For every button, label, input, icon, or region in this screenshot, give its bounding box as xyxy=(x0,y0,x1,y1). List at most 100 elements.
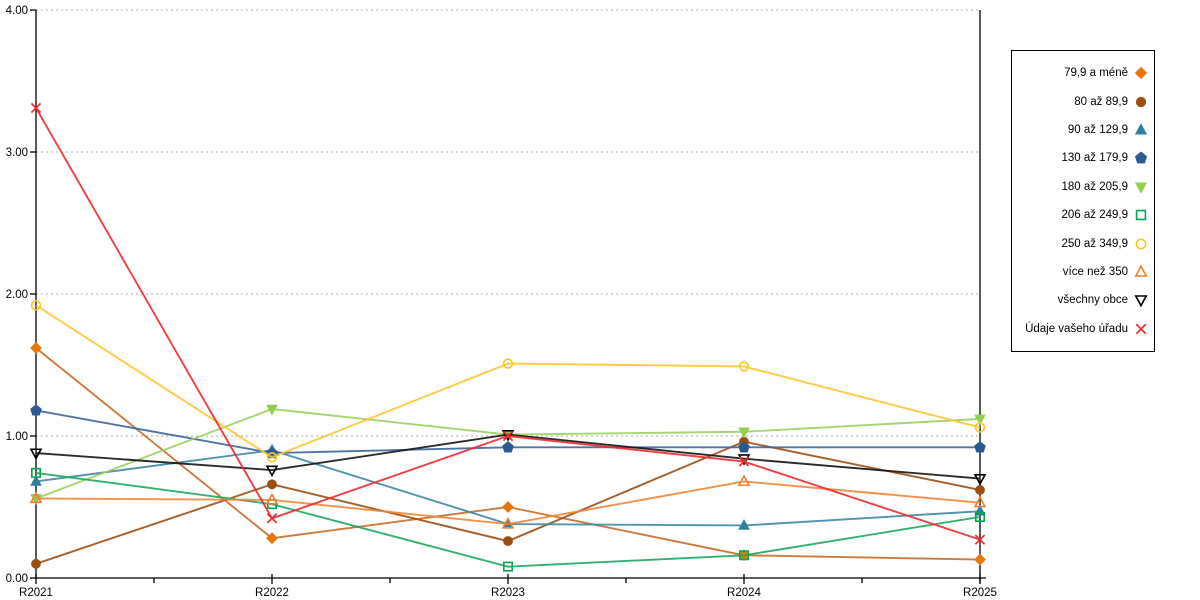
data-point-marker xyxy=(974,511,986,522)
data-point-marker xyxy=(29,448,43,461)
data-point-marker xyxy=(737,474,751,487)
series-4 xyxy=(30,404,986,505)
data-point-marker xyxy=(266,452,278,463)
triangle-up-marker-icon xyxy=(1134,123,1148,135)
legend-label: 130 až 179,9 xyxy=(1061,152,1128,165)
legend-item: Údaje vašeho úřadu xyxy=(1018,316,1148,342)
legend-item: 130 až 179,9 xyxy=(1018,145,1148,171)
series-9 xyxy=(30,102,986,545)
data-point-marker xyxy=(1135,323,1147,335)
data-point-marker xyxy=(1134,151,1148,164)
data-point-marker xyxy=(29,491,43,504)
data-point-marker xyxy=(502,441,514,453)
legend-item: 79,9 a méně xyxy=(1018,60,1148,86)
x-tick-label: R2021 xyxy=(19,587,53,599)
data-point-marker xyxy=(503,536,513,546)
data-point-marker xyxy=(30,474,42,486)
series-8 xyxy=(29,429,987,486)
data-point-marker xyxy=(501,516,515,529)
series-5 xyxy=(30,467,986,572)
data-point-marker xyxy=(973,473,987,486)
legend-label: 79,9 a méně xyxy=(1064,67,1128,80)
series-line xyxy=(35,107,981,541)
x-tick-label: R2024 xyxy=(727,587,761,599)
data-point-marker xyxy=(738,456,750,467)
series-line xyxy=(35,304,981,459)
data-point-marker xyxy=(974,414,986,426)
legend-item: 206 až 249,9 xyxy=(1018,202,1148,228)
legend-item: více než 350 xyxy=(1018,259,1148,285)
triangle-up-marker-icon xyxy=(1134,264,1148,277)
data-point-marker xyxy=(1134,182,1148,194)
data-point-marker xyxy=(30,300,42,311)
series-0 xyxy=(30,342,986,566)
data-point-marker xyxy=(738,427,750,439)
x-tick-label: R2023 xyxy=(491,587,525,599)
data-point-marker xyxy=(738,550,750,561)
x-marker-icon xyxy=(1135,323,1147,335)
data-point-marker xyxy=(974,422,986,433)
legend-label: 80 až 89,9 xyxy=(1074,95,1128,108)
square-marker-icon xyxy=(1135,209,1147,221)
data-point-marker xyxy=(974,553,986,566)
series-6 xyxy=(30,300,986,463)
diamond-marker-icon xyxy=(1134,67,1148,80)
data-point-marker xyxy=(1134,264,1148,277)
data-point-marker xyxy=(974,441,986,453)
series-line xyxy=(35,471,981,568)
y-tick-label: 0.00 xyxy=(6,573,28,585)
legend: 79,9 a méně 80 až 89,9 90 až 129,9 130 až 1… xyxy=(1011,50,1155,352)
chart-area: 0.00 1.00 2.00 3.00 4.00 R2021 R2022 R2023 R2024… xyxy=(6,5,997,599)
legend-label: 206 až 249,9 xyxy=(1061,209,1128,222)
data-point-marker xyxy=(267,479,277,490)
chart-canvas: 0.00 1.00 2.00 3.00 4.00 R2021 R2022 R2023 R2024… xyxy=(6,5,997,599)
data-point-marker xyxy=(265,492,279,505)
circle-marker-icon xyxy=(1135,96,1147,107)
data-point-marker xyxy=(502,501,514,513)
data-point-marker xyxy=(502,358,514,369)
data-point-marker xyxy=(31,558,41,569)
legend-item: 180 až 205,9 xyxy=(1018,174,1148,200)
data-point-marker xyxy=(30,467,42,478)
legend-label: Údaje vašeho úřadu xyxy=(1025,322,1128,335)
data-point-marker xyxy=(30,342,42,354)
data-point-marker xyxy=(1134,295,1148,308)
data-point-marker xyxy=(266,532,278,545)
circle-marker-icon xyxy=(1135,238,1147,249)
y-tick-label: 1.00 xyxy=(6,431,28,443)
data-point-marker xyxy=(265,465,279,478)
data-point-marker xyxy=(1134,67,1148,80)
data-point-marker xyxy=(1135,209,1147,221)
legend-label: 250 až 349,9 xyxy=(1061,237,1128,250)
y-tick-label: 4.00 xyxy=(6,5,28,17)
data-point-marker xyxy=(738,441,750,453)
triangle-down-marker-icon xyxy=(1134,182,1148,194)
data-point-marker xyxy=(502,561,514,572)
data-point-marker xyxy=(975,485,985,495)
y-tick-label: 2.00 xyxy=(6,289,28,301)
x-tick-label: R2022 xyxy=(255,587,289,599)
data-point-marker xyxy=(738,519,750,530)
data-point-marker xyxy=(1135,238,1147,249)
legend-label: všechny obce xyxy=(1057,294,1128,307)
pentagon-marker-icon xyxy=(1134,151,1148,164)
legend-item: 250 až 349,9 xyxy=(1018,231,1148,257)
data-point-marker xyxy=(30,102,42,114)
data-point-marker xyxy=(1134,123,1148,135)
legend-label: 90 až 129,9 xyxy=(1067,123,1128,136)
data-point-marker xyxy=(266,513,278,524)
data-point-marker xyxy=(974,534,986,545)
legend-item: 90 až 129,9 xyxy=(1018,117,1148,143)
data-point-marker xyxy=(1135,96,1147,107)
series-line xyxy=(35,433,981,480)
legend-label: 180 až 205,9 xyxy=(1061,180,1128,193)
triangle-down-marker-icon xyxy=(1134,295,1148,308)
series-line xyxy=(35,408,981,500)
y-tick-label: 3.00 xyxy=(6,147,28,159)
data-point-marker xyxy=(30,404,42,416)
data-point-marker xyxy=(973,495,987,508)
legend-item: všechny obce xyxy=(1018,287,1148,313)
data-point-marker xyxy=(502,430,514,442)
data-point-marker xyxy=(266,404,278,416)
